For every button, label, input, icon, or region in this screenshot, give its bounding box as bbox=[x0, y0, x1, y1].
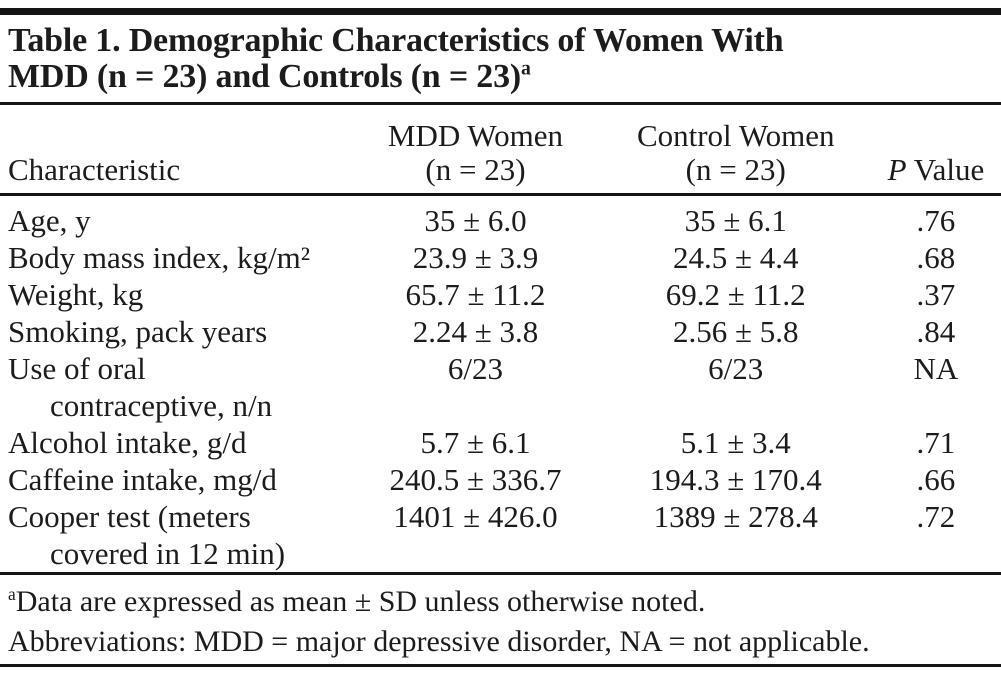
table-row: Age, y 35 ± 6.0 35 ± 6.1 .76 bbox=[0, 195, 1001, 240]
journal-table-figure: Table 1. Demographic Characteristics of … bbox=[0, 8, 1001, 667]
control-value-cell: 69.2 ± 11.2 bbox=[665, 277, 806, 312]
footnote: Abbreviations: MDD = major depressive di… bbox=[8, 625, 870, 658]
mdd-value-cell: 6/23 bbox=[447, 351, 504, 386]
table-row: Cooper test (meters covered in 12 min) 14… bbox=[0, 498, 1001, 572]
column-header-characteristic: Characteristic bbox=[0, 105, 351, 196]
p-value-cell: .66 bbox=[916, 462, 956, 497]
title-divider-rule bbox=[0, 102, 1001, 105]
control-value-cell: 35 ± 6.1 bbox=[684, 203, 787, 238]
bottom-rule bbox=[0, 664, 1001, 667]
table-row: Weight, kg 65.7 ± 11.2 69.2 ± 11.2 .37 bbox=[0, 276, 1001, 313]
column-header-p-value: P Value bbox=[870, 105, 1001, 196]
characteristic-cell: Caffeine intake, mg/d bbox=[8, 462, 277, 497]
p-value-cell: .71 bbox=[916, 425, 956, 460]
title-footnote-marker: a bbox=[521, 57, 531, 80]
mdd-value-cell: 5.7 ± 6.1 bbox=[420, 425, 531, 460]
table-row: Caffeine intake, mg/d 240.5 ± 336.7 194.… bbox=[0, 461, 1001, 498]
p-value-cell: .72 bbox=[916, 499, 956, 534]
characteristic-cell: Age, y bbox=[8, 203, 91, 238]
p-value-cell: .37 bbox=[916, 277, 956, 312]
characteristic-cell: Body mass index, kg/m² bbox=[8, 240, 311, 275]
characteristic-cell: Use of oral contraceptive, n/n bbox=[8, 351, 273, 423]
header-row: Characteristic MDD Women (n = 23) Contro… bbox=[0, 105, 1001, 196]
characteristic-cell: Weight, kg bbox=[8, 277, 144, 312]
table-row: Body mass index, kg/m² 23.9 ± 3.9 24.5 ±… bbox=[0, 239, 1001, 276]
p-value-cell: .68 bbox=[916, 240, 956, 275]
table-footnotes: aData are expressed as mean ± SD unless … bbox=[0, 575, 1001, 664]
column-header-mdd-women: MDD Women (n = 23) bbox=[350, 105, 601, 196]
table-title-line-2: MDD (n = 23) and Controls (n = 23)a bbox=[8, 57, 531, 95]
table-row: Smoking, pack years 2.24 ± 3.8 2.56 ± 5.… bbox=[0, 313, 1001, 350]
p-value-cell: .84 bbox=[916, 314, 956, 349]
characteristic-cell: Alcohol intake, g/d bbox=[8, 425, 247, 460]
demographics-table: Characteristic MDD Women (n = 23) Contro… bbox=[0, 105, 1001, 572]
column-header-control-women: Control Women (n = 23) bbox=[600, 105, 871, 196]
mdd-value-cell: 65.7 ± 11.2 bbox=[405, 277, 546, 312]
mdd-value-cell: 35 ± 6.0 bbox=[424, 203, 527, 238]
control-value-cell: 194.3 ± 170.4 bbox=[649, 462, 822, 497]
control-value-cell: 24.5 ± 4.4 bbox=[672, 240, 799, 275]
footnote: aData are expressed as mean ± SD unless … bbox=[8, 584, 706, 618]
mdd-value-cell: 23.9 ± 3.9 bbox=[412, 240, 539, 275]
mdd-value-cell: 2.24 ± 3.8 bbox=[412, 314, 539, 349]
footnote-marker: a bbox=[8, 584, 16, 604]
control-value-cell: 5.1 ± 3.4 bbox=[680, 425, 791, 460]
mdd-value-cell: 240.5 ± 336.7 bbox=[389, 462, 562, 497]
control-value-cell: 2.56 ± 5.8 bbox=[672, 314, 799, 349]
table-row: Alcohol intake, g/d 5.7 ± 6.1 5.1 ± 3.4 … bbox=[0, 424, 1001, 461]
top-rule bbox=[0, 8, 1001, 15]
characteristic-cell: Cooper test (meters covered in 12 min) bbox=[8, 499, 286, 571]
mdd-value-cell: 1401 ± 426.0 bbox=[393, 499, 558, 534]
table-title: Table 1. Demographic Characteristics of … bbox=[0, 15, 1001, 102]
control-value-cell: 1389 ± 278.4 bbox=[653, 499, 818, 534]
table-title-line-1: Table 1. Demographic Characteristics of … bbox=[8, 22, 784, 59]
table-bottom-rule bbox=[0, 572, 1001, 575]
p-value-cell: .76 bbox=[916, 203, 956, 238]
characteristic-cell: Smoking, pack years bbox=[8, 314, 268, 349]
table-row: Use of oral contraceptive, n/n 6/23 6/23 … bbox=[0, 350, 1001, 424]
p-value-cell: NA bbox=[913, 351, 959, 386]
control-value-cell: 6/23 bbox=[708, 351, 764, 386]
